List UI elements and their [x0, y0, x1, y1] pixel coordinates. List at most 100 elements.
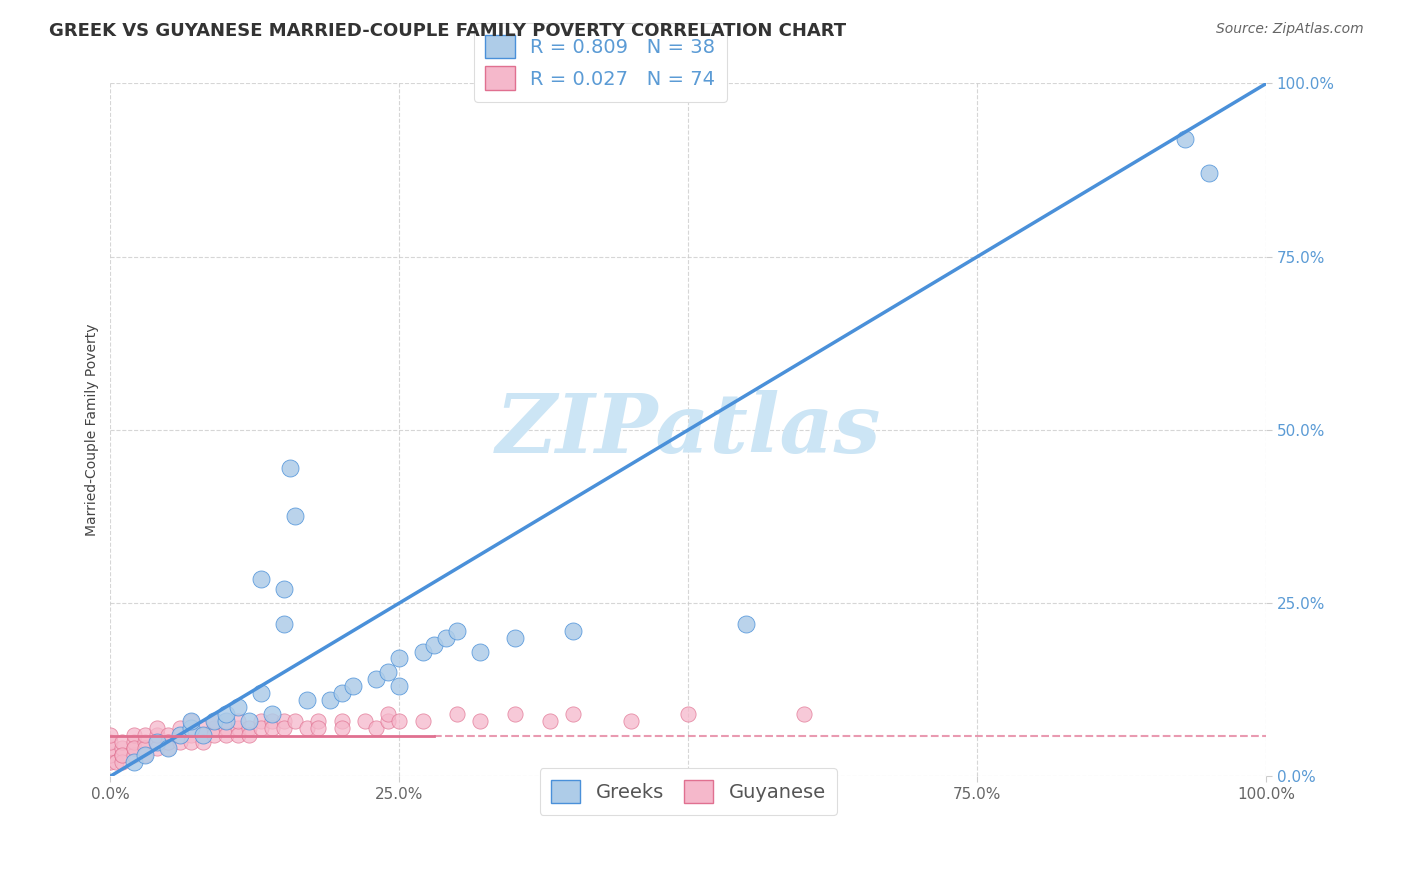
Point [470, 714, 492, 728]
Point [191, 728, 214, 742]
Text: GREEK VS GUYANESE MARRIED-COUPLE FAMILY POVERTY CORRELATION CHART: GREEK VS GUYANESE MARRIED-COUPLE FAMILY … [49, 22, 846, 40]
Point [366, 721, 388, 735]
Point [503, 706, 526, 721]
Point [157, 741, 180, 756]
Point [157, 734, 180, 748]
Point [226, 728, 249, 742]
Point [100, 728, 122, 742]
Point [308, 714, 330, 728]
Point [678, 706, 700, 721]
Point [1198, 167, 1220, 181]
Point [388, 714, 411, 728]
Point [111, 748, 134, 763]
Point [122, 741, 145, 756]
Point [215, 706, 238, 721]
Y-axis label: Married-Couple Family Poverty: Married-Couple Family Poverty [86, 324, 100, 536]
Point [238, 721, 260, 735]
Point [388, 679, 411, 693]
Point [169, 728, 191, 742]
Point [134, 741, 156, 756]
Point [134, 748, 156, 763]
Point [249, 721, 271, 735]
Legend: Greeks, Guyanese: Greeks, Guyanese [540, 768, 837, 815]
Point [134, 728, 156, 742]
Point [353, 714, 375, 728]
Point [377, 706, 399, 721]
Point [226, 700, 249, 714]
Point [273, 616, 295, 631]
Point [111, 741, 134, 756]
Point [105, 756, 128, 770]
Point [249, 686, 271, 700]
Point [122, 734, 145, 748]
Point [191, 734, 214, 748]
Point [388, 651, 411, 665]
Text: Source: ZipAtlas.com: Source: ZipAtlas.com [1216, 22, 1364, 37]
Point [273, 714, 295, 728]
Point [319, 693, 342, 707]
Point [204, 714, 226, 728]
Point [180, 714, 202, 728]
Point [145, 728, 167, 742]
Point [284, 509, 307, 524]
Point [215, 728, 238, 742]
Point [169, 721, 191, 735]
Point [180, 714, 202, 728]
Point [204, 728, 226, 742]
Point [262, 706, 284, 721]
Point [295, 693, 318, 707]
Point [793, 706, 815, 721]
Point [180, 728, 202, 742]
Point [295, 721, 318, 735]
Point [215, 721, 238, 735]
Point [619, 714, 641, 728]
Point [434, 631, 457, 645]
Point [100, 748, 122, 763]
Point [273, 721, 295, 735]
Point [226, 714, 249, 728]
Point [330, 721, 353, 735]
Point [735, 616, 758, 631]
Point [122, 748, 145, 763]
Point [273, 582, 295, 596]
Point [561, 706, 583, 721]
Text: ZIPatlas: ZIPatlas [496, 390, 882, 470]
Point [470, 644, 492, 658]
Point [226, 721, 249, 735]
Point [330, 686, 353, 700]
Point [238, 728, 260, 742]
Point [249, 572, 271, 586]
Point [145, 734, 167, 748]
Point [100, 741, 122, 756]
Point [215, 714, 238, 728]
Point [180, 721, 202, 735]
Point [412, 644, 434, 658]
Point [561, 624, 583, 638]
Point [191, 721, 214, 735]
Point [446, 624, 468, 638]
Point [204, 714, 226, 728]
Point [145, 721, 167, 735]
Point [262, 721, 284, 735]
Point [330, 714, 353, 728]
Point [122, 728, 145, 742]
Point [191, 728, 214, 742]
Point [111, 748, 134, 763]
Point [111, 756, 134, 770]
Point [308, 721, 330, 735]
Point [377, 714, 399, 728]
Point [157, 734, 180, 748]
Point [145, 734, 167, 748]
Point [100, 734, 122, 748]
Point [122, 741, 145, 756]
Point [503, 631, 526, 645]
Point [204, 721, 226, 735]
Point [249, 714, 271, 728]
Point [145, 741, 167, 756]
Point [412, 714, 434, 728]
Point [284, 714, 307, 728]
Point [157, 728, 180, 742]
Point [278, 461, 301, 475]
Point [377, 665, 399, 680]
Point [538, 714, 561, 728]
